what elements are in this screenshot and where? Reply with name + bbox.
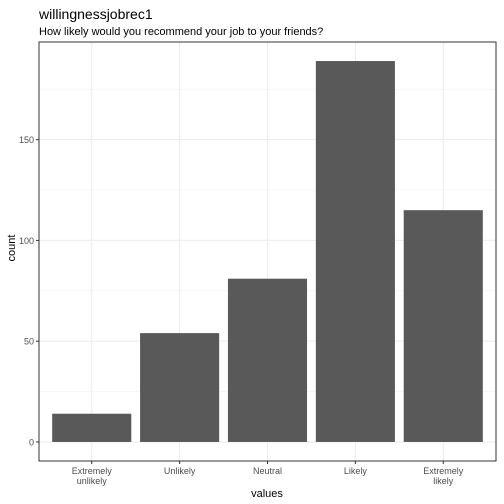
y-tick-label: 150 — [19, 135, 34, 145]
x-tick-label: Extremely unlikely — [72, 466, 113, 486]
chart-title: willingnessjobrec1 — [38, 6, 153, 22]
y-tick-label: 50 — [24, 337, 34, 347]
x-tick-label-line: Unlikely — [164, 466, 196, 476]
y-tick-label: 0 — [29, 437, 34, 447]
x-tick-label-line: likely — [433, 476, 454, 486]
bar — [140, 333, 220, 442]
bar — [227, 278, 308, 442]
x-axis-label: values — [251, 488, 283, 500]
x-tick-label-line: Neutral — [253, 466, 282, 476]
bar — [52, 413, 132, 442]
x-tick-label: Unlikely — [164, 466, 196, 476]
x-tick-label-line: Likely — [344, 466, 368, 476]
bar — [315, 61, 395, 442]
x-tick-label-line: Extremely — [423, 466, 464, 476]
y-tick-label: 100 — [19, 236, 34, 246]
x-tick-label-line: Extremely — [72, 466, 113, 476]
y-axis: 0 50 100 150 — [19, 135, 39, 447]
x-tick-label: Likely — [344, 466, 368, 476]
x-tick-label: Extremely likely — [423, 466, 464, 486]
chart-subtitle: How likely would you recommend your job … — [39, 26, 323, 38]
x-tick-label-line: unlikely — [77, 476, 108, 486]
bars — [52, 61, 483, 442]
bar — [403, 210, 483, 442]
y-axis-label: count — [6, 235, 18, 262]
x-tick-label: Neutral — [253, 466, 282, 476]
